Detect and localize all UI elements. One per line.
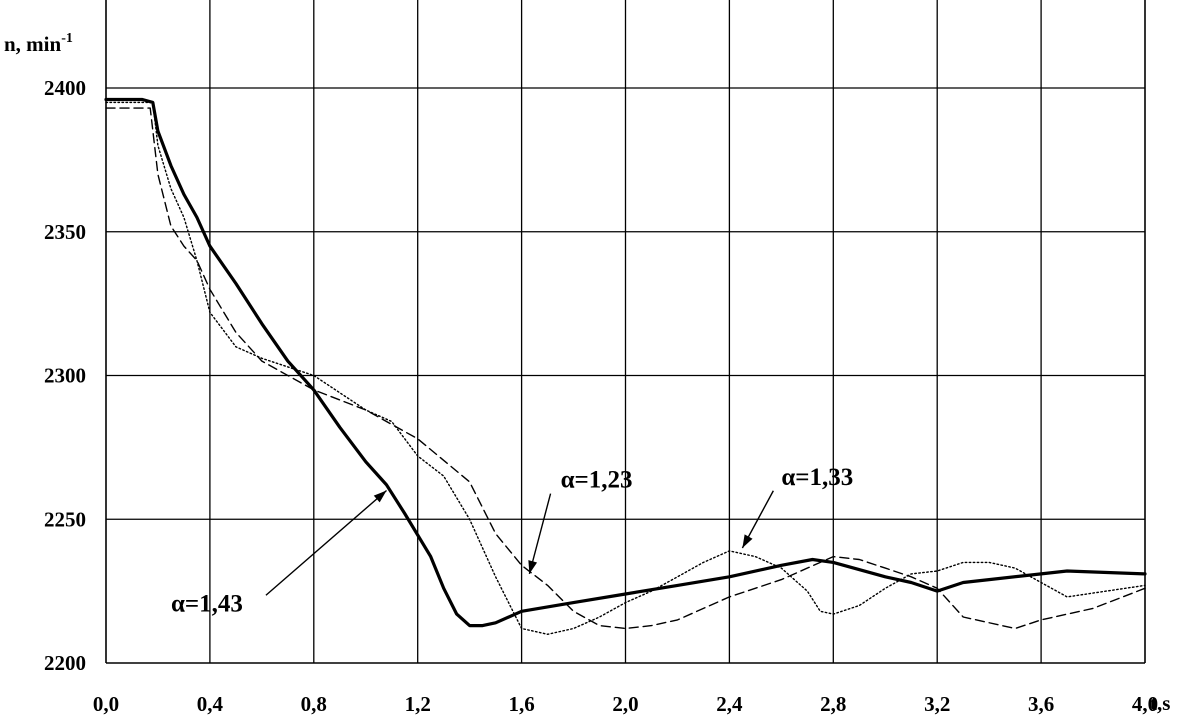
series-line-dashed xyxy=(105,107,1146,630)
annotation-arrow-shaft xyxy=(528,493,552,575)
x-tick-label: 0,4 xyxy=(197,692,224,716)
annotation-arrow-head xyxy=(528,560,538,574)
x-tick-label: 4,0 xyxy=(1132,692,1158,716)
annotation-arrows: α=1,43 α=1,23 α=1,33 xyxy=(171,464,853,618)
series-line-solid xyxy=(104,97,1147,628)
y-tick-label: 2250 xyxy=(44,507,86,531)
annotation-label: α=1,23 xyxy=(561,467,633,494)
y-tick-label: 2400 xyxy=(44,76,86,100)
x-tick-label: 1,6 xyxy=(508,692,534,716)
tick-labels: 0,0 0,4 0,8 1,2 1,6 2,0 2,4 2,8 3,2 3,6 4,0 2200 225… xyxy=(44,76,1158,716)
y-axis-title: n, min-1 xyxy=(4,31,73,56)
annotation-arrow-shaft xyxy=(265,489,387,596)
x-tick-label: 2,0 xyxy=(612,692,638,716)
annotation-arrow-head xyxy=(373,490,387,503)
series-line-dotted xyxy=(105,101,1146,635)
x-tick-label: 0,8 xyxy=(301,692,327,716)
y-axis-title-superscript: -1 xyxy=(61,31,73,46)
y-tick-label: 2300 xyxy=(44,364,86,388)
y-tick-label: 2200 xyxy=(44,651,86,675)
x-tick-label: 3,6 xyxy=(1028,692,1054,716)
x-tick-label: 0,0 xyxy=(93,692,119,716)
x-tick-label: 2,8 xyxy=(820,692,846,716)
y-tick-label: 2350 xyxy=(44,220,86,244)
x-tick-label: 1,2 xyxy=(405,692,431,716)
grid-layer xyxy=(105,0,1146,664)
annotation-arrow-head xyxy=(742,534,753,548)
x-axis-title: t,s xyxy=(1150,691,1170,715)
series-layer xyxy=(104,97,1147,635)
y-axis-title-text: n, min xyxy=(4,32,62,56)
x-tick-label: 2,4 xyxy=(716,692,743,716)
x-tick-label: 3,2 xyxy=(924,692,950,716)
annotation-label: α=1,43 xyxy=(171,590,243,617)
annotation-label: α=1,33 xyxy=(781,464,853,491)
